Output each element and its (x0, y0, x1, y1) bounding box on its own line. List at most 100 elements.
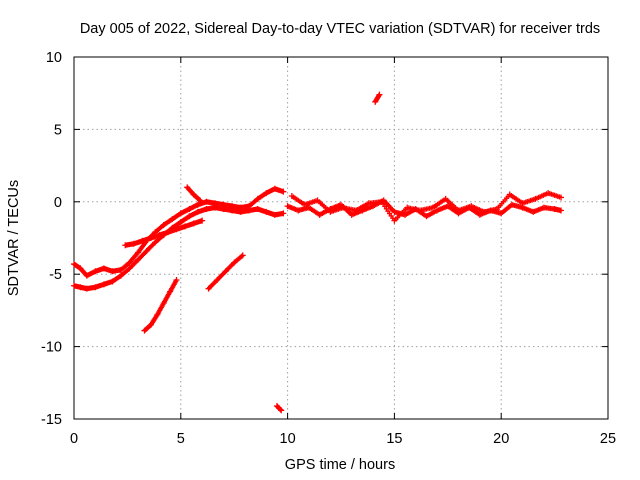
data-point (391, 217, 398, 224)
data-point (558, 207, 565, 214)
data-point (532, 195, 539, 202)
data-point (177, 219, 184, 226)
data-point (152, 239, 159, 246)
data-point (378, 198, 385, 205)
data-point (147, 235, 154, 241)
data-point (211, 200, 218, 207)
data-point (92, 284, 99, 291)
data-points (71, 91, 565, 414)
series-later-band-b (290, 191, 563, 222)
data-point (147, 321, 154, 328)
data-point (476, 211, 483, 218)
data-point (278, 407, 285, 414)
data-point (203, 206, 210, 213)
data-point (160, 221, 167, 228)
data-point (199, 217, 206, 224)
data-point (271, 185, 278, 192)
data-point (246, 203, 253, 210)
plot-frame (73, 56, 609, 420)
x-tick-label: 25 (600, 431, 616, 447)
data-point (100, 281, 107, 288)
axis-ticks (73, 56, 609, 420)
data-point (444, 203, 451, 210)
data-point (83, 272, 90, 279)
data-point (177, 210, 184, 217)
data-point (231, 259, 238, 266)
data-point (391, 208, 398, 215)
data-point (288, 193, 295, 200)
data-point (402, 211, 409, 218)
data-point (71, 261, 77, 268)
data-point (173, 276, 180, 283)
data-point (295, 207, 302, 214)
data-point (117, 266, 124, 273)
data-point (126, 265, 133, 272)
data-point (348, 211, 355, 218)
data-point (508, 201, 515, 208)
data-point (506, 191, 513, 198)
data-point (530, 208, 537, 215)
y-tick-label: -5 (49, 267, 62, 283)
x-tick-label: 15 (386, 431, 402, 447)
data-point (239, 253, 245, 259)
data-point (229, 203, 236, 210)
data-point (77, 265, 84, 272)
data-point (545, 190, 552, 197)
data-point (376, 91, 383, 98)
y-tick-label: -15 (41, 412, 62, 428)
x-tick-label: 10 (280, 431, 296, 447)
data-point (352, 207, 359, 214)
data-point (92, 268, 99, 275)
data-point (220, 201, 227, 208)
data-point (239, 252, 246, 259)
data-point (83, 285, 90, 292)
data-point (327, 208, 334, 215)
data-point (340, 204, 347, 211)
data-point (429, 204, 436, 211)
data-point (169, 216, 176, 223)
y-tick-label: 0 (54, 195, 62, 211)
y-axis-label: SDTVAR / TECUs (6, 180, 22, 296)
data-point (540, 204, 547, 211)
data-point (551, 206, 558, 213)
data-point (71, 282, 77, 289)
data-point (481, 208, 488, 215)
x-tick-label: 20 (493, 431, 509, 447)
data-point (184, 184, 191, 191)
data-point (280, 188, 287, 195)
data-point (109, 268, 116, 275)
y-tick-label: -10 (41, 340, 62, 356)
data-point (194, 208, 201, 215)
series-main-band-lower (72, 205, 285, 292)
data-point (455, 207, 462, 214)
data-point (214, 276, 221, 283)
data-point (117, 272, 124, 279)
y-tick-label: 5 (54, 122, 62, 138)
data-point (182, 223, 189, 230)
data-point (237, 204, 244, 211)
data-point (139, 237, 146, 244)
data-point (194, 201, 201, 208)
data-point (141, 327, 148, 334)
data-point (205, 285, 212, 292)
data-point (468, 203, 475, 210)
data-point (156, 232, 163, 239)
data-point (203, 198, 210, 205)
data-point (254, 206, 261, 213)
data-point (519, 200, 526, 207)
data-point (423, 213, 430, 220)
data-point (126, 259, 133, 266)
data-point (197, 197, 204, 204)
data-point (109, 278, 116, 285)
data-point (122, 242, 129, 249)
data-point (417, 207, 424, 214)
data-point (186, 213, 193, 220)
data-point (135, 249, 142, 256)
data-point (254, 195, 261, 202)
data-point (190, 191, 197, 198)
data-point (77, 284, 84, 291)
x-tick-label: 5 (177, 431, 185, 447)
chart-title: Day 005 of 2022, Sidereal Day-to-day VTE… (80, 21, 600, 37)
data-point (135, 256, 142, 263)
